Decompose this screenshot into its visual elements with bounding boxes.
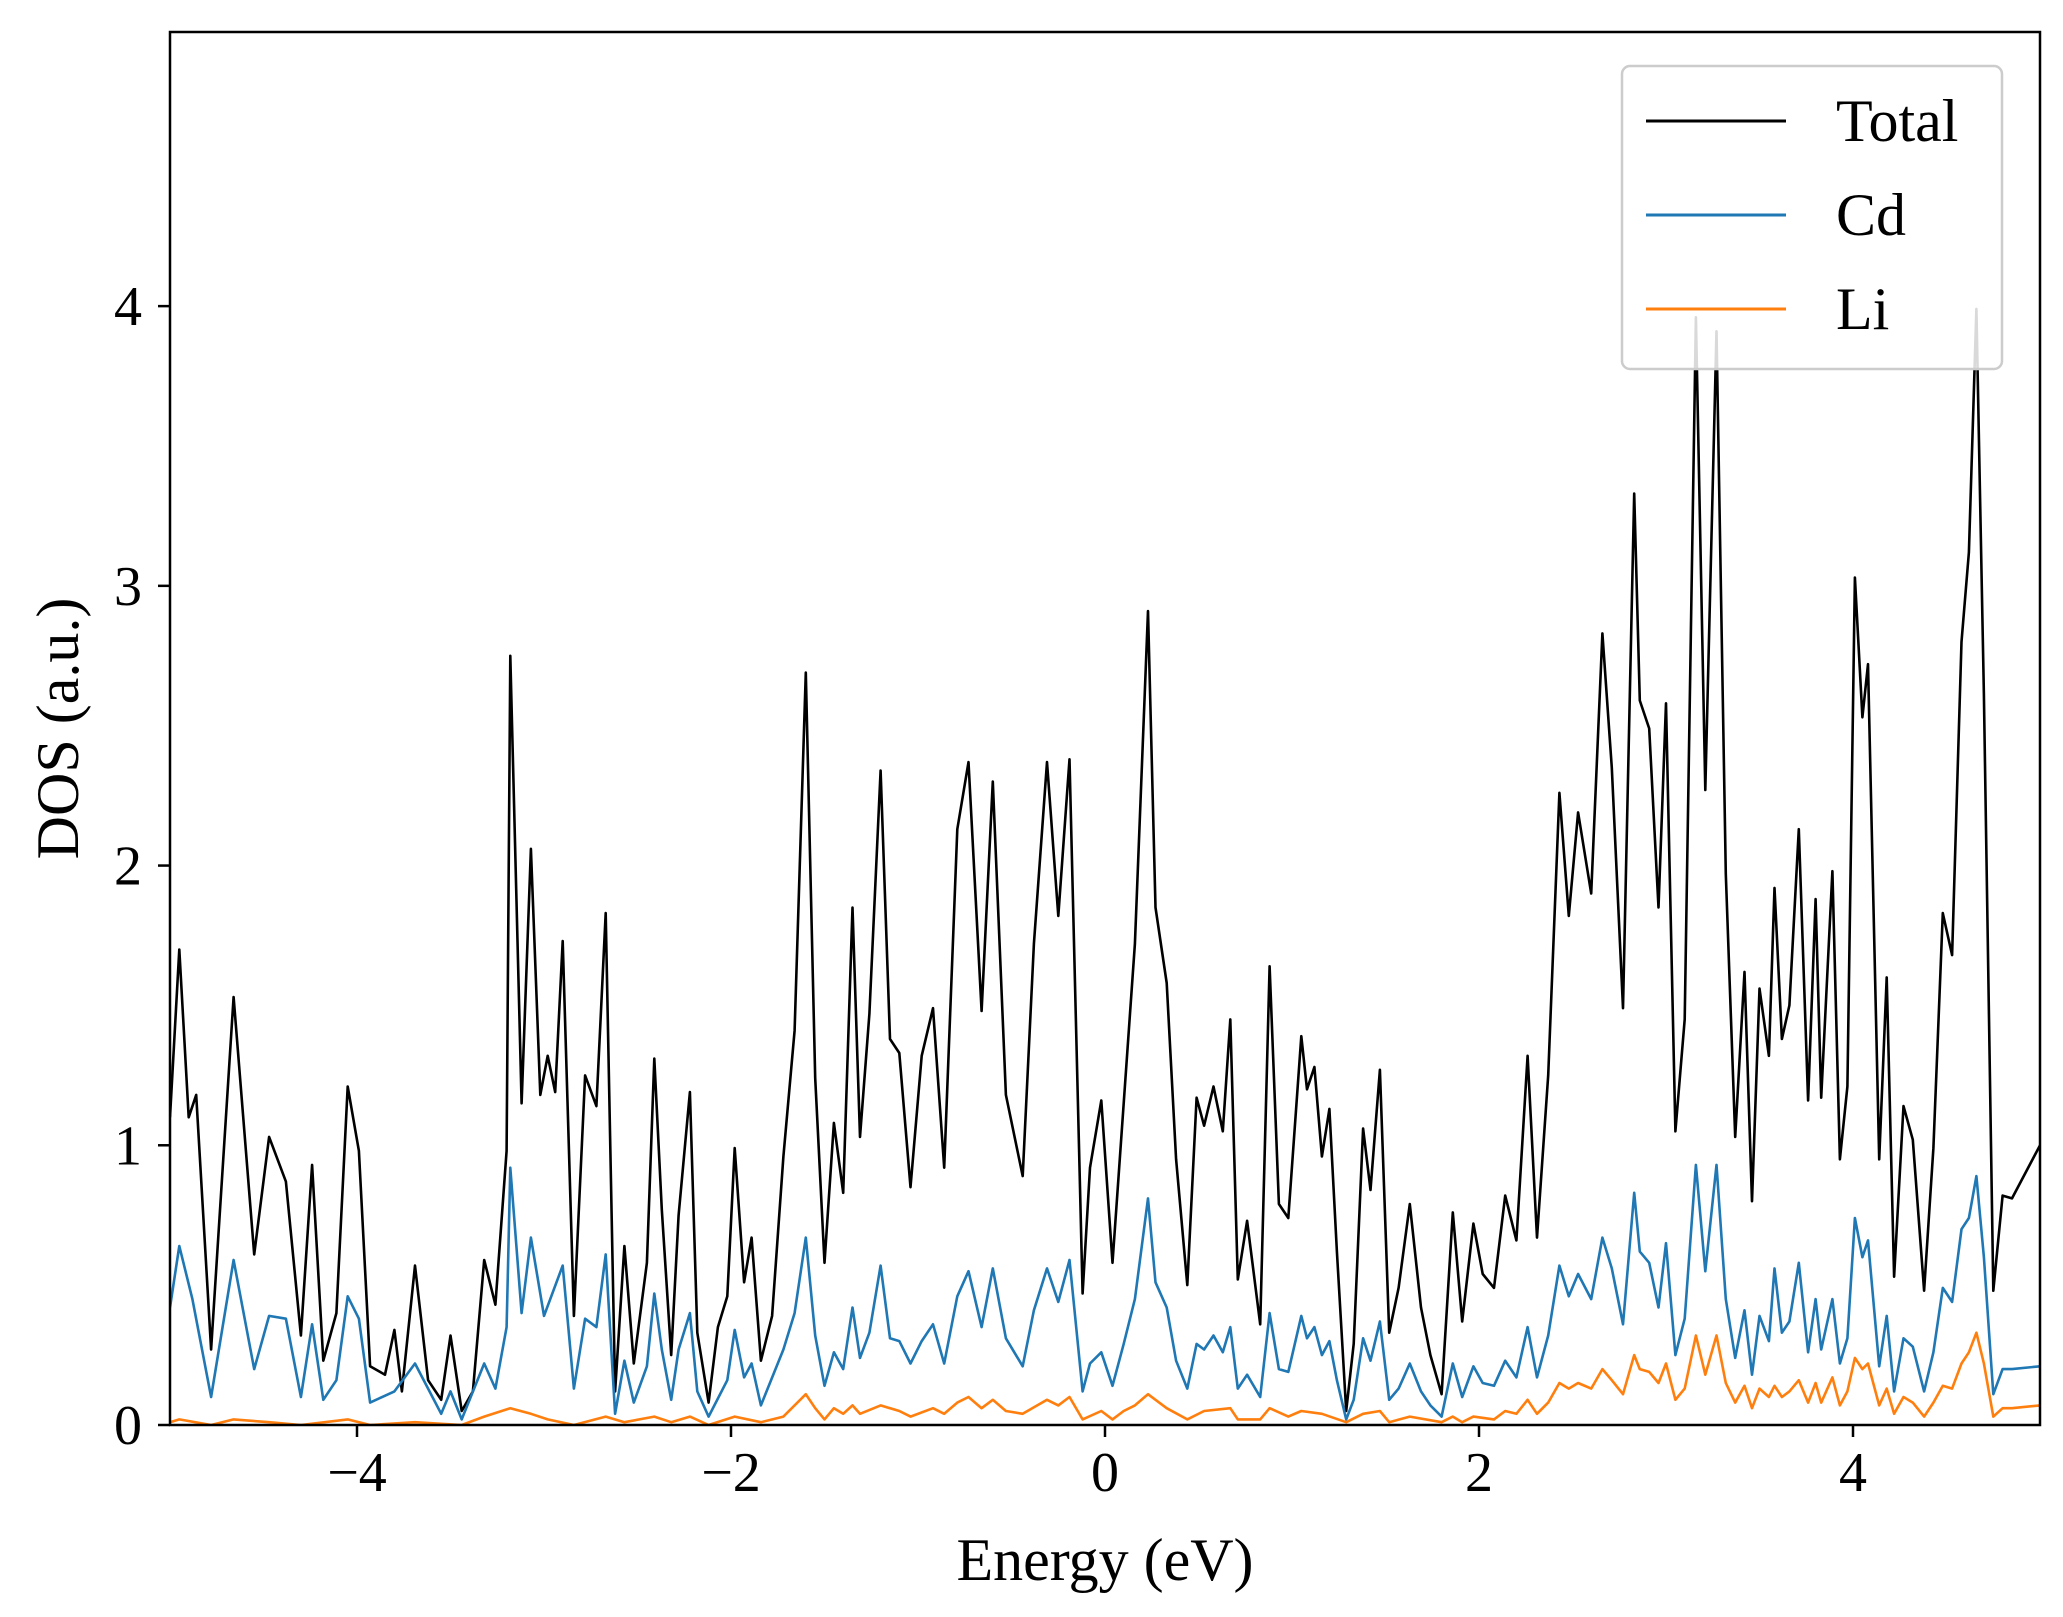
legend-label: Total <box>1836 88 1958 154</box>
plot-frame <box>168 30 2042 1427</box>
y-tick-label: 4 <box>114 276 142 338</box>
y-axis: 0 1 2 3 4 <box>114 276 170 1457</box>
series-line-total <box>170 307 2040 1413</box>
y-tick-label: 2 <box>114 836 142 898</box>
y-axis-label: DOS (a.u.) <box>25 598 91 860</box>
x-tick-label: 0 <box>1091 1442 1119 1504</box>
series-line-li <box>170 1331 2040 1425</box>
legend-box <box>1620 64 2004 371</box>
y-tick-label: 0 <box>114 1395 142 1457</box>
x-axis-label: Energy (eV) <box>956 1527 1253 1593</box>
y-tick-label: 3 <box>114 556 142 618</box>
x-axis: −4 −2 0 2 4 <box>327 1425 1867 1504</box>
x-tick-label: −2 <box>701 1442 761 1504</box>
x-tick-label: −4 <box>327 1442 387 1504</box>
y-tick-label: 1 <box>114 1115 142 1177</box>
legend: Total Cd Li <box>1620 64 2004 371</box>
series-line-cd <box>170 1163 2040 1421</box>
legend-label: Li <box>1836 276 1889 342</box>
legend-label: Cd <box>1836 182 1906 248</box>
x-tick-label: 4 <box>1839 1442 1867 1504</box>
plot-area <box>170 307 2040 1425</box>
x-tick-label: 2 <box>1465 1442 1493 1504</box>
